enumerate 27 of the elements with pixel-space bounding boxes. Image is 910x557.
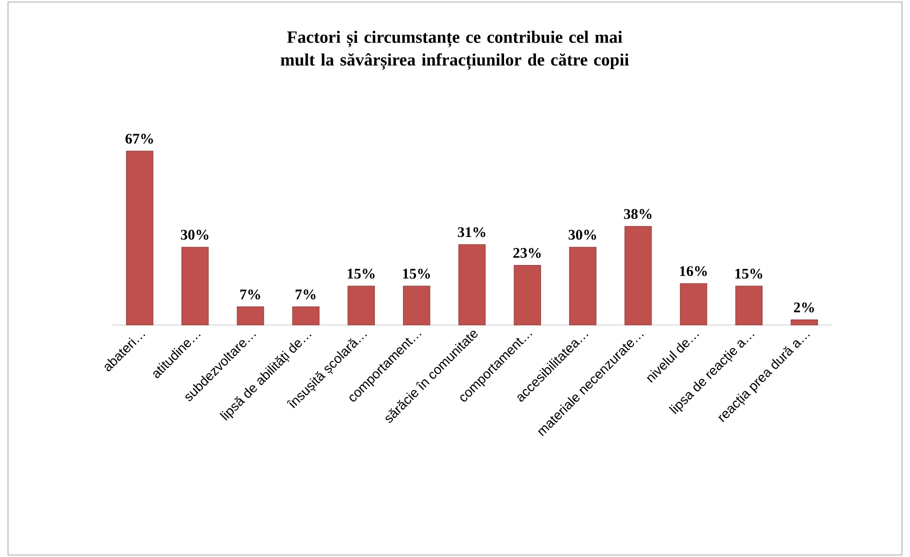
data-label: 15% [348, 268, 375, 279]
bar [292, 306, 320, 326]
data-label: 7% [296, 290, 316, 300]
data-label: 7% [240, 290, 260, 300]
data-label: 30% [568, 230, 596, 240]
data-label: 16% [680, 266, 707, 276]
data-label: 30% [180, 230, 208, 240]
bar [126, 150, 154, 326]
data-label: 31% [458, 227, 486, 238]
bar [569, 246, 596, 326]
chart-title: Factori și circumstanțe ce contribuie cel mai mult la săvârșirea infracțiunilor de către copii [280, 30, 629, 70]
bar [624, 226, 652, 326]
data-label: 38% [624, 209, 652, 219]
data-label: 67% [126, 134, 153, 144]
data-label: 2% [794, 302, 814, 312]
bar [790, 320, 818, 326]
bar [735, 286, 763, 326]
bar [680, 283, 708, 326]
bar [181, 246, 209, 326]
data-label: 15% [735, 268, 762, 279]
bar [403, 286, 430, 326]
bar [236, 306, 264, 326]
data-label: 15% [403, 268, 430, 279]
bar [348, 286, 375, 326]
bar [458, 244, 486, 326]
data-label: 23% [513, 248, 541, 258]
bar [514, 265, 541, 326]
